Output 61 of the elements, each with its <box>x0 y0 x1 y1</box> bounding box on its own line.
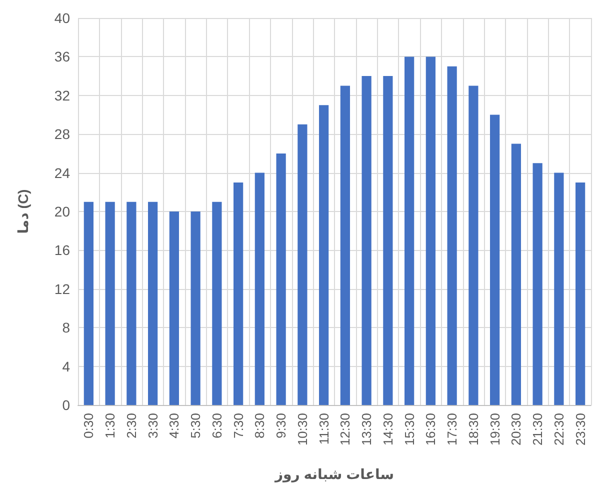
y-tick-label: 28 <box>54 126 70 142</box>
bar <box>105 202 115 405</box>
bar <box>554 172 564 405</box>
x-tick-label: 12:30 <box>338 413 353 446</box>
x-tick-label: 16:30 <box>423 413 438 446</box>
bar <box>254 172 264 405</box>
x-tick-label: 15:30 <box>402 413 417 446</box>
x-tick-label: 20:30 <box>508 413 524 446</box>
y-tick-label: 12 <box>54 280 70 297</box>
x-tick-label: 19:30 <box>487 413 502 446</box>
bar <box>84 202 94 405</box>
x-tick-label: 0:30 <box>81 413 96 438</box>
y-tick-label: 20 <box>54 204 70 220</box>
bar <box>276 153 286 405</box>
x-tick-label: 5:30 <box>188 413 204 438</box>
y-tick-label: 40 <box>54 10 70 26</box>
x-tick-label: 8:30 <box>252 413 268 438</box>
x-tick-label: 23:30 <box>572 413 588 446</box>
x-tick-label: 1:30 <box>102 413 118 438</box>
bar <box>298 124 308 405</box>
y-tick-label: 36 <box>54 48 70 65</box>
bar <box>511 144 521 405</box>
bar <box>126 202 136 405</box>
y-tick-label: 4 <box>62 358 70 374</box>
x-tick-label: 11:30 <box>316 413 332 445</box>
y-tick-label: 16 <box>54 242 70 258</box>
x-tick-label: 6:30 <box>209 413 224 438</box>
y-tick-label: 0 <box>62 397 70 413</box>
x-axis-title: ساعات شبانه روز <box>274 466 394 483</box>
x-tick-label: 22:30 <box>551 413 566 446</box>
bar <box>404 56 414 405</box>
bar <box>532 163 542 405</box>
bar <box>319 105 329 405</box>
bar <box>576 182 586 405</box>
bar <box>148 202 158 405</box>
bar <box>169 212 179 405</box>
x-tick-label: 21:30 <box>530 413 546 446</box>
bar <box>362 76 372 405</box>
x-tick-label: 10:30 <box>294 413 310 446</box>
bar <box>383 76 393 405</box>
x-tick-label: 18:30 <box>466 413 481 446</box>
y-tick-label: 8 <box>62 320 70 336</box>
x-tick-label: 7:30 <box>230 413 246 438</box>
bar <box>212 202 222 405</box>
bar <box>190 212 200 405</box>
x-tick-label: 2:30 <box>124 413 139 438</box>
x-tick-label: 4:30 <box>166 413 182 438</box>
bar <box>468 86 478 405</box>
bar <box>234 182 244 405</box>
bar <box>340 86 350 405</box>
x-tick-label: 14:30 <box>380 413 396 446</box>
bar <box>490 114 500 405</box>
y-tick-label: 32 <box>54 87 70 104</box>
bar <box>426 56 436 405</box>
x-tick-label: 3:30 <box>145 413 160 438</box>
x-tick-label: 13:30 <box>359 413 374 446</box>
y-tick-label: 24 <box>54 164 70 181</box>
bar <box>447 66 457 405</box>
y-axis-title: دما (C) <box>15 189 31 234</box>
x-tick-label: 9:30 <box>274 413 289 438</box>
x-tick-label: 17:30 <box>444 413 460 446</box>
